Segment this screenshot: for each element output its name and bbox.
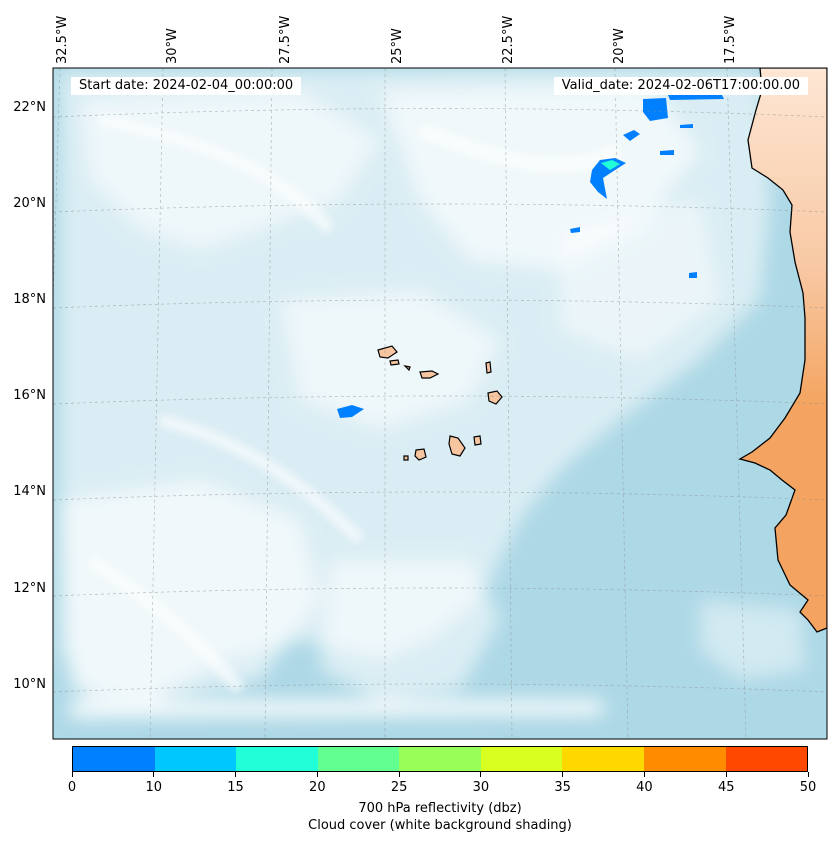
colorbar-tick-mark	[807, 772, 809, 777]
lon-label: 17.5°W	[723, 16, 738, 64]
lon-label: 20°W	[612, 28, 627, 64]
lat-label: 22°N	[13, 100, 46, 115]
colorbar-tick-label: 25	[390, 780, 408, 795]
colorbar-tick-label: 35	[554, 780, 571, 795]
colorbar-segment	[399, 747, 481, 771]
valid-date-label: Valid_date: 2024-02-06T17:00:00.00	[553, 77, 808, 95]
colorbar-tick-label: 20	[309, 780, 326, 795]
africa-mainland	[738, 68, 827, 633]
colorbar-segment	[73, 747, 155, 771]
lon-label: 27.5°W	[278, 16, 293, 64]
lat-label: 18°N	[13, 292, 46, 307]
latitude-labels: 22°N 20°N 18°N 16°N 14°N 12°N 10°N	[13, 100, 46, 692]
colorbar-tick-label: 15	[227, 780, 244, 795]
colorbar-tick-mark	[643, 772, 645, 777]
cloud-streaks	[86, 113, 624, 695]
cloud-cover-shading	[60, 70, 805, 718]
colorbar-subtitle: Cloud cover (white background shading)	[308, 818, 572, 833]
colorbar-segment	[154, 747, 237, 771]
lon-label: 32.5°W	[55, 16, 70, 64]
lon-label: 22.5°W	[501, 16, 516, 64]
cape-verde-islands	[377, 345, 503, 461]
lat-label: 14°N	[13, 484, 46, 499]
colorbar-tick-mark	[316, 772, 318, 777]
colorbar-tick-mark	[153, 772, 155, 777]
colorbar-tick-mark	[398, 772, 400, 777]
colorbar-tick-mark	[71, 772, 73, 777]
lon-label: 30°W	[165, 28, 180, 64]
colorbar-tick-label: 0	[67, 780, 77, 795]
reflectivity-echoes	[337, 95, 724, 418]
map-frame	[52, 67, 828, 740]
colorbar-segment	[480, 747, 563, 771]
reflectivity-colorbar	[72, 746, 808, 772]
colorbar-segment	[317, 747, 400, 771]
longitude-labels: 32.5°W 30°W 27.5°W 25°W 22.5°W 20°W 17.5…	[55, 16, 738, 64]
colorbar-tick-label: 30	[472, 780, 490, 795]
colorbar-segment	[643, 747, 726, 771]
colorbar-tick-mark	[725, 772, 727, 777]
colorbar-title: 700 hPa reflectivity (dbz)	[358, 801, 522, 816]
lon-label: 25°W	[390, 28, 405, 64]
colorbar-segment	[562, 747, 644, 771]
colorbar-segment	[725, 747, 808, 771]
colorbar-tick-label: 45	[717, 780, 735, 795]
colorbar-tick-label: 10	[145, 780, 163, 795]
colorbar-tick-mark	[562, 772, 564, 777]
colorbar-tick-mark	[480, 772, 482, 777]
start-date-label: Start date: 2024-02-04_00:00:00	[71, 77, 302, 95]
lat-label: 10°N	[13, 677, 46, 692]
graticule	[53, 68, 827, 739]
colorbar-tick-label: 50	[799, 780, 817, 795]
colorbar-tick-label: 40	[636, 780, 653, 795]
colorbar-segment	[236, 747, 318, 771]
lat-label: 12°N	[13, 581, 46, 596]
colorbar-tick-mark	[235, 772, 237, 777]
lat-label: 20°N	[13, 196, 46, 211]
lat-label: 16°N	[13, 388, 46, 403]
